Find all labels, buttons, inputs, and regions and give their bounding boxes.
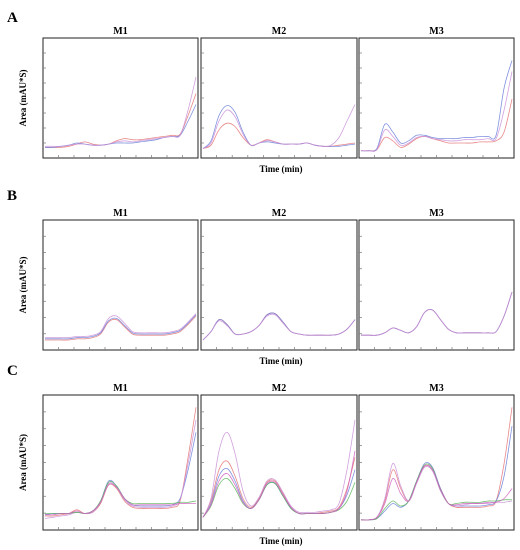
panel-letter: C [7,363,18,379]
subplot-title: M2 [272,383,286,394]
series-line-1 [44,93,197,148]
subplot-m2: M2 [200,383,358,531]
subplot-m2: M2 [200,26,358,159]
y-axis-label: Area (mAU*S) [18,256,28,313]
subplot-m3: M3 [358,26,515,159]
series-line-5 [202,450,356,518]
x-axis-label: Time (min) [259,356,302,366]
series-line-3 [202,419,356,518]
series-line-3 [360,71,513,152]
subplot-m1: M1 [42,208,199,351]
plot-frame [42,394,199,531]
plot-frame [42,219,199,351]
plot-frame [200,37,358,159]
series-line-3 [45,313,197,339]
panel-letter: B [7,188,17,204]
series-line-3 [202,313,356,341]
series-line-3 [360,463,513,521]
panel-letter: A [7,10,18,26]
series-line-2 [360,60,513,152]
subplot-title: M1 [113,383,127,394]
y-axis-label: Area (mAU*S) [18,434,28,491]
subplot-m1: M1 [42,26,199,159]
subplot-title: M3 [429,208,443,219]
x-axis-label: Time (min) [259,536,302,546]
subplot-title: M3 [429,26,443,37]
panel-b: B Area (mAU*S) Time (min) M1 M2 M3 [7,188,515,366]
x-axis-label: Time (min) [259,164,302,174]
series-line-2 [202,105,356,149]
series-line-3 [202,104,356,149]
subplot-m3: M3 [358,383,515,531]
plot-frame [42,37,199,159]
plot-frame [200,394,358,531]
series-line-2 [45,314,197,340]
series-line-1 [360,98,513,152]
plot-frame [200,219,358,351]
series-line-1 [45,315,197,341]
subplot-title: M2 [272,26,286,37]
series-line-5 [44,483,196,516]
series-line-3 [44,76,197,147]
subplot-m1: M1 [42,383,199,531]
plot-frame [358,219,515,351]
series-line-1 [202,457,356,518]
y-axis-label: Area (mAU*S) [18,69,28,126]
subplot-title: M1 [113,26,127,37]
series-line-5 [360,464,513,521]
subplot-m2: M2 [200,208,358,351]
subplot-title: M2 [272,208,286,219]
panel-c: C Area (mAU*S) Time (min) M1 M2 M3 [7,363,515,546]
plot-frame [358,394,515,531]
panel-a: A Area (mAU*S) Time (min) M1 M2 M3 [7,10,515,174]
subplot-m3: M3 [358,208,515,351]
subplot-title: M1 [113,208,127,219]
series-line-2 [360,425,513,521]
subplot-title: M3 [429,383,443,394]
series-line-3 [361,291,513,336]
